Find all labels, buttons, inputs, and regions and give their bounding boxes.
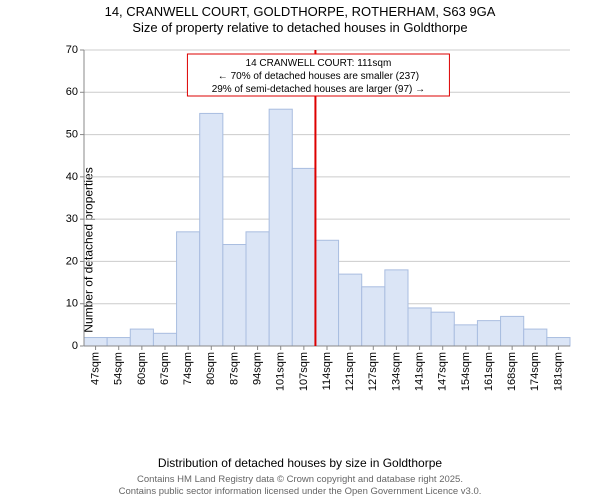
x-tick-label: 134sqm [390,352,402,391]
y-tick-label: 20 [66,255,78,267]
histogram-bar [292,168,315,346]
y-tick-label: 60 [66,86,78,98]
x-tick-label: 54sqm [113,352,125,385]
histogram-bar [524,329,547,346]
histogram-bar [130,329,153,346]
histogram-bar [431,312,454,346]
x-tick-label: 74sqm [182,352,194,385]
y-tick-label: 50 [66,128,78,140]
histogram-bar [362,287,385,346]
histogram-bar [547,338,570,346]
y-tick-label: 0 [72,340,78,352]
footnote: Contains HM Land Registry data © Crown c… [0,474,600,498]
x-tick-label: 94sqm [251,352,263,385]
x-tick-label: 47sqm [89,352,101,385]
x-tick-label: 80sqm [205,352,217,385]
histogram-bar [153,333,176,346]
x-tick-label: 181sqm [552,352,564,391]
title-line-1: 14, CRANWELL COURT, GOLDTHORPE, ROTHERHA… [105,4,496,19]
chart-title: 14, CRANWELL COURT, GOLDTHORPE, ROTHERHA… [0,0,600,37]
y-tick-label: 10 [66,298,78,310]
histogram-bar [107,338,130,346]
x-axis-label: Distribution of detached houses by size … [0,456,600,470]
x-tick-label: 107sqm [298,352,310,391]
x-tick-label: 147sqm [437,352,449,391]
histogram-bar [223,245,246,346]
annotation-line-3: 29% of semi-detached houses are larger (… [212,84,425,95]
histogram-bar [454,325,477,346]
y-tick-label: 70 [66,44,78,56]
histogram-bar [385,270,408,346]
histogram-plot: 0 10 20 30 40 50 60 70 47sqm 54sqm 60sqm 67sqm 74sqm… [56,44,576,396]
x-tick-label: 67sqm [159,352,171,385]
x-tick-label: 101sqm [275,352,287,391]
histogram-bar [477,321,500,346]
x-tick-label: 127sqm [367,352,379,391]
x-tick-label: 114sqm [321,352,333,390]
histogram-bar [84,338,107,346]
x-tick-label: 87sqm [228,352,240,385]
y-tick-label: 30 [66,213,78,225]
y-tick-label: 40 [66,171,78,183]
footnote-line-1: Contains HM Land Registry data © Crown c… [137,474,463,485]
x-tick-label: 174sqm [529,352,541,391]
histogram-bar [339,274,362,346]
x-tick-label: 161sqm [483,352,495,391]
annotation-line-2: ← 70% of detached houses are smaller (23… [218,71,419,82]
title-line-2: Size of property relative to detached ho… [132,20,467,35]
histogram-bar [200,113,223,346]
footnote-line-2: Contains public sector information licen… [119,486,482,497]
x-tick-label: 154sqm [460,352,472,391]
histogram-bar [177,232,200,346]
x-tick-label: 141sqm [413,352,425,391]
histogram-bar [269,109,292,346]
x-tick-label: 121sqm [344,352,356,391]
annotation-line-1: 14 CRANWELL COURT: 111sqm [246,58,392,69]
x-tick-label: 168sqm [506,352,518,391]
x-tick-label: 60sqm [136,352,148,385]
histogram-bar [408,308,431,346]
histogram-bar [315,240,338,346]
histogram-bar [501,316,524,346]
histogram-bar [246,232,269,346]
